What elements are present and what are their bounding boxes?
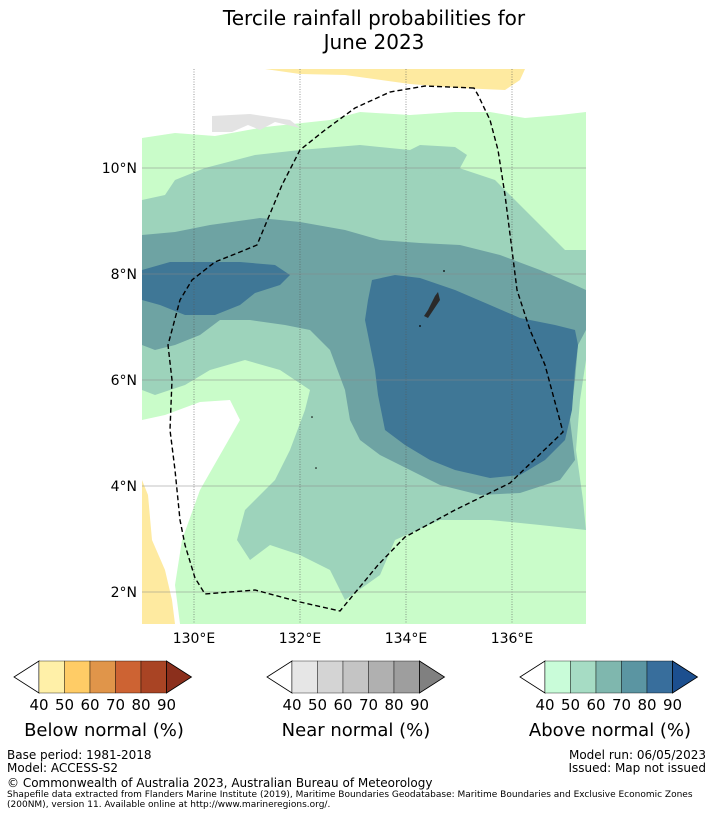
lon-axis: 130°E 132°E 134°E 136°E [173,631,534,647]
colorbar-near: 40 50 60 70 80 90 [266,660,446,714]
colorbar-below-swatch [64,660,91,694]
island-dot-3 [311,416,313,418]
colorbar-below-tick: 40 [29,696,48,714]
above-40-patch-east [522,137,542,158]
colorbar-above-label: Above normal (%) [528,720,692,741]
model-name: Model: ACCESS-S2 [7,761,119,775]
lon-label-136: 136°E [491,631,534,647]
colorbar-above: 40 50 60 70 80 90 [519,660,699,714]
colorbar-near-swatch [368,660,395,694]
colorbar-below-tick: 60 [80,696,99,714]
colorbar-below-swatch [89,660,116,694]
colorbar-above-tick: 70 [612,696,631,714]
colorbar-above-tick: 40 [535,696,554,714]
near-40-region [212,114,300,132]
colorbar-near-swatch [291,660,318,694]
colorbar-below: 40 50 60 70 80 90 [13,660,193,714]
shapefile-line-1: Shapefile data extracted from Flanders M… [7,790,693,800]
colorbar-below-label: Below normal (%) [24,720,184,741]
colorbar-near-tick: 60 [333,696,352,714]
colorbar-below-tick: 50 [55,696,74,714]
below-40-region-southwest [142,480,175,624]
colorbar-above-tick: 80 [637,696,656,714]
colorbar-near-swatch [317,660,344,694]
island-dot-4 [315,467,317,469]
colorbar-below-swatch [38,660,65,694]
colorbar-near-tick: 90 [410,696,429,714]
issued-status: Issued: Map not issued [568,761,706,775]
colorbar-above-swatch [544,660,571,694]
colorbar-above-tick: 90 [663,696,682,714]
colorbar-above-tick: 60 [586,696,605,714]
lon-label-134: 134°E [385,631,428,647]
shapefile-line-2: (200NM), version 11. Available online at… [7,800,331,810]
colorbar-above-swatch [595,660,622,694]
colorbar-below-tick: 80 [131,696,150,714]
colorbar-above-swatch [646,660,673,694]
colorbar-near-swatch [342,660,369,694]
lat-label-10: 10°N [102,161,137,177]
colorbar-near-label: Near normal (%) [281,720,431,741]
colorbar-near-tick: 70 [359,696,378,714]
lat-axis: 10°N 8°N 6°N 4°N 2°N [102,161,137,601]
footer-right: Model run: 06/05/2023 Issued: Map not is… [568,749,706,775]
colorbar-above-swatch [570,660,597,694]
colorbar-above-swatch [621,660,648,694]
title-line-2: June 2023 [323,30,425,54]
colorbar-near-extend-high [419,660,446,694]
colorbar-near-tick: 80 [384,696,403,714]
island-dot-1 [443,270,445,272]
eez-boundary [167,85,564,612]
model-run: Model run: 06/05/2023 [568,748,706,762]
colorbar-below-swatch [140,660,167,694]
gridlines [142,69,586,624]
base-period: Base period: 1981-2018 [7,748,152,762]
lon-label-130: 130°E [173,631,216,647]
map-title: Tercile rainfall probabilities for June … [0,6,713,54]
colorbar-below-tick: 70 [106,696,125,714]
colorbar-above-extend-high [672,660,699,694]
map-area [142,69,586,624]
lat-label-4: 4°N [111,479,137,495]
colorbar-above-extend-low [519,660,546,694]
colorbar-near-tick: 40 [282,696,301,714]
below-40-region-north [265,69,525,90]
colorbar-below-tick: 90 [157,696,176,714]
copyright: © Commonwealth of Australia 2023, Austra… [7,776,433,790]
lon-label-132: 132°E [279,631,322,647]
title-line-1: Tercile rainfall probabilities for [222,6,526,30]
footer-left: Base period: 1981-2018 Model: ACCESS-S2 [7,749,152,775]
colorbar-near-tick: 50 [308,696,327,714]
lat-label-8: 8°N [111,267,137,283]
palau-islands [424,292,440,318]
colorbar-below-extend-high [166,660,193,694]
colorbar-below-extend-low [13,660,40,694]
colorbar-near-extend-low [266,660,293,694]
lat-label-6: 6°N [111,373,137,389]
colorbar-above-tick: 50 [561,696,580,714]
lat-label-2: 2°N [111,585,137,601]
colorbar-below-swatch [115,660,142,694]
above-70-region-east [365,275,578,478]
island-dot-2 [419,325,421,327]
colorbar-near-swatch [393,660,420,694]
shapefile-credit: Shapefile data extracted from Flanders M… [7,790,712,810]
